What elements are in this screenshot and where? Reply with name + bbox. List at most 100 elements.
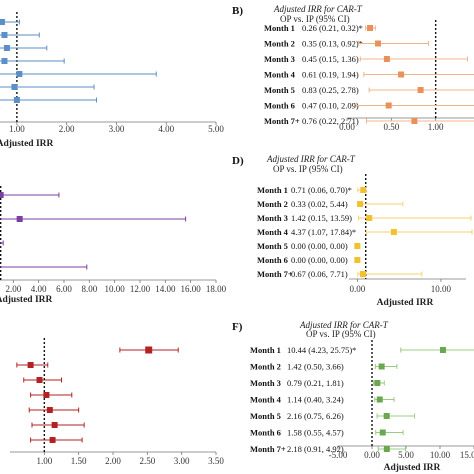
row-label: Month 3 [250, 378, 281, 388]
row-estimate-text: 2.16 (0.75, 6.26) [287, 411, 344, 421]
row-label: Month 5 [264, 85, 295, 95]
row-label: Month 7+ [264, 116, 300, 126]
row-label: Month 6 [257, 255, 288, 265]
tick-label: 3.00 [109, 124, 125, 134]
row-estimate-text: 0.33 (0.02, 5.44) [291, 199, 348, 209]
row-label: Month 3 [264, 54, 295, 64]
point-estimate [439, 347, 446, 353]
row-estimate-text: 0.35 (0.13, 0.92)* [302, 39, 363, 49]
row-estimate-text: 0.00 (0.00, 0.00) [291, 241, 348, 251]
tick-label: 4.00 [31, 284, 47, 294]
point-estimate [16, 216, 23, 222]
point-estimate [398, 71, 405, 78]
header-line: OP vs. IP (95% CI) [280, 14, 350, 24]
point-estimate [379, 429, 386, 436]
row-label: Month 3 [257, 213, 288, 223]
panel-4: D) Adjusted IRR for CAR-TOP vs. IP (95% C… [232, 154, 473, 308]
row-label: Month 6 [250, 428, 281, 438]
tick-label: 1.50 [71, 456, 87, 466]
tick-label: 10.00 [431, 284, 452, 294]
tick-label: 2.00 [5, 284, 21, 294]
row-estimate-text: 0.26 (0.21, 0.32)* [302, 23, 363, 33]
row-estimate-text: 0.71 (0.06, 0.70)* [291, 185, 352, 195]
row-label: Month 5 [250, 411, 281, 421]
panel-1: 1.00 2.00 3.00 4.00 5.00 Adjusted IRR [0, 12, 224, 149]
tick-label: 0.50 [383, 122, 399, 132]
row-label: Month 4 [250, 395, 282, 405]
tick-label: 5.00 [208, 124, 224, 134]
tick-label: 0.00 [349, 284, 365, 294]
tick-label: 0.00 [339, 122, 355, 132]
tick-label: 18.00 [206, 284, 227, 294]
tick-label: 2.00 [59, 124, 75, 134]
row-estimate-text: 2.18 (0.91, 4.92) [287, 444, 344, 454]
row-label: Month 7+ [250, 444, 286, 454]
tick-label: 2.00 [105, 456, 121, 466]
point-estimate [145, 346, 153, 354]
point-estimate [374, 380, 381, 386]
point-estimate [366, 215, 373, 221]
tick-label: 15.00 [460, 450, 474, 460]
row-estimate-text: 0.61 (0.19, 1.94) [302, 70, 359, 80]
tick-label: 3.00 [174, 456, 190, 466]
header-line: OP vs. IP (95% CI) [306, 329, 376, 339]
row-label: Month 4 [257, 227, 289, 237]
point-estimate [354, 257, 361, 263]
tick-label: 6.00 [56, 284, 72, 294]
x-axis-label: Adjusted IRR [377, 298, 434, 308]
point-estimate [367, 25, 374, 31]
panel-3: 2.00 4.00 6.00 8.00 10.00 12.00 14.00 16.00 18.0… [0, 186, 227, 305]
row-estimate-text: 4.37 (1.07, 17.84)* [291, 227, 356, 237]
point-estimate [383, 56, 390, 62]
point-estimate [36, 377, 43, 383]
point-estimate [1, 32, 8, 38]
tick-label: 1.00 [428, 122, 444, 132]
point-estimate [49, 437, 56, 443]
point-estimate [385, 102, 392, 109]
tick-label: 1.00 [36, 456, 52, 466]
point-estimate [383, 413, 390, 419]
point-estimate [354, 243, 361, 249]
row-estimate-text: 0.79 (0.21, 1.81) [287, 378, 344, 388]
point-estimate [13, 97, 20, 103]
row-estimate-text: 1.42 (0.15, 13.59) [291, 213, 352, 223]
panel-letter: D) [232, 155, 244, 167]
panel-5: 1.00 1.50 2.00 2.50 3.00 3.50 [10, 338, 224, 466]
row-estimate-text: 10.44 (4.23, 25.75)* [287, 345, 356, 355]
header-line: Adjusted IRR for CAR-T [273, 4, 363, 14]
tick-label: 4.00 [158, 124, 174, 134]
row-label: Month 2 [264, 39, 295, 49]
row-estimate-text: 0.76 (0.22, 2.71) [302, 116, 359, 126]
panel-6: F) Adjusted IRR for CAR-TOP vs. IP (95% C… [232, 320, 474, 473]
row-estimate-text: 0.67 (0.06, 7.71) [291, 269, 348, 279]
point-estimate [3, 45, 10, 51]
point-estimate [375, 40, 382, 47]
row-estimate-text: 1.14 (0.40, 3.24) [287, 395, 344, 405]
point-estimate [359, 271, 366, 277]
row-label: Month 4 [264, 70, 296, 80]
tick-label: 3.50 [208, 456, 224, 466]
point-estimate [390, 229, 397, 235]
tick-label: 0.00 [364, 450, 380, 460]
row-estimate-text: 0.45 (0.15, 1.36) [302, 54, 359, 64]
point-estimate [27, 362, 34, 368]
header-line: OP vs. IP (95% CI) [273, 164, 343, 174]
row-estimate-text: 0.83 (0.25, 2.78) [302, 85, 359, 95]
point-estimate [417, 87, 424, 93]
row-estimate-text: 0.00 (0.00, 0.00) [291, 255, 348, 265]
tick-label: 1.00 [9, 124, 25, 134]
tick-label: -5.00 [329, 450, 348, 460]
point-estimate [411, 118, 418, 124]
tick-label: 12.00 [130, 284, 151, 294]
row-label: Month 7+ [257, 269, 293, 279]
point-estimate [1, 58, 8, 64]
tick-label: 16.00 [181, 284, 202, 294]
panel-letter: F) [232, 321, 243, 333]
row-label: Month 1 [250, 345, 281, 355]
point-estimate [51, 422, 58, 428]
point-estimate [46, 407, 53, 413]
panel-letter: B) [232, 5, 243, 17]
row-estimate-text: 1.58 (0.55, 4.57) [287, 428, 344, 438]
point-estimate [43, 392, 50, 398]
